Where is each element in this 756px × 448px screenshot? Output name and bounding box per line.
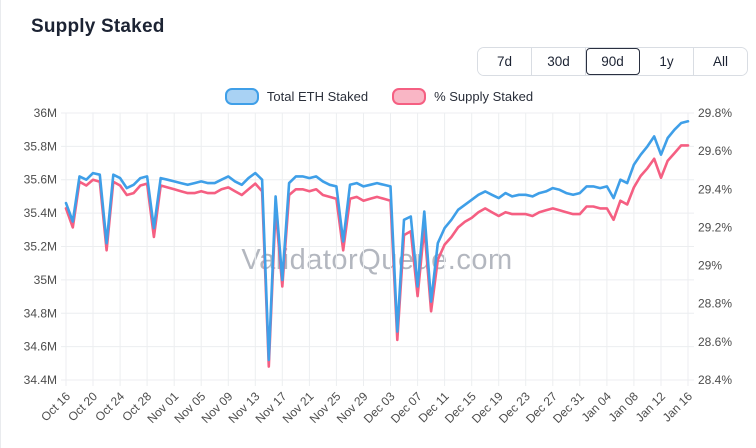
svg-text:28.6%: 28.6% bbox=[698, 335, 732, 349]
svg-text:29%: 29% bbox=[698, 259, 722, 273]
legend-label: % Supply Staked bbox=[434, 89, 534, 104]
svg-text:29.4%: 29.4% bbox=[698, 182, 732, 196]
svg-text:35.2M: 35.2M bbox=[24, 240, 57, 254]
page-title: Supply Staked bbox=[31, 16, 165, 37]
svg-text:36M: 36M bbox=[34, 106, 57, 120]
pink-line-swatch-icon bbox=[392, 88, 427, 105]
svg-text:29.8%: 29.8% bbox=[698, 106, 732, 120]
watermark: ValidatorQueue.com bbox=[241, 244, 513, 276]
svg-text:Oct 20: Oct 20 bbox=[65, 389, 100, 424]
time-range-selector: 7d 30d 90d 1y All bbox=[477, 47, 748, 76]
svg-text:29.6%: 29.6% bbox=[698, 144, 732, 158]
svg-text:28.4%: 28.4% bbox=[698, 373, 732, 387]
svg-text:34.8M: 34.8M bbox=[24, 306, 57, 320]
range-button-30d[interactable]: 30d bbox=[532, 48, 586, 75]
svg-text:35.8M: 35.8M bbox=[24, 139, 57, 153]
svg-text:Jan 16: Jan 16 bbox=[660, 389, 696, 425]
svg-text:Dec 31: Dec 31 bbox=[550, 389, 587, 426]
svg-text:Jan 08: Jan 08 bbox=[606, 389, 642, 425]
chart-legend: Total ETH Staked % Supply Staked bbox=[1, 88, 756, 105]
svg-text:Oct 16: Oct 16 bbox=[38, 389, 73, 424]
svg-text:34.6M: 34.6M bbox=[24, 340, 57, 354]
svg-text:Oct 24: Oct 24 bbox=[92, 389, 127, 424]
legend-label: Total ETH Staked bbox=[266, 89, 369, 104]
blue-line-swatch-icon bbox=[224, 88, 259, 105]
svg-text:34.4M: 34.4M bbox=[24, 373, 57, 387]
svg-text:35M: 35M bbox=[34, 273, 57, 287]
svg-text:35.4M: 35.4M bbox=[24, 206, 57, 220]
svg-text:28.8%: 28.8% bbox=[698, 297, 732, 311]
range-button-7d[interactable]: 7d bbox=[478, 48, 532, 75]
range-button-1y[interactable]: 1y bbox=[640, 48, 694, 75]
svg-text:29.2%: 29.2% bbox=[698, 220, 732, 234]
range-button-all[interactable]: All bbox=[694, 48, 747, 75]
legend-item-total-eth-staked[interactable]: Total ETH Staked bbox=[224, 88, 369, 105]
legend-item-percent-supply-staked[interactable]: % Supply Staked bbox=[392, 88, 533, 105]
svg-text:35.6M: 35.6M bbox=[24, 173, 57, 187]
range-button-90d[interactable]: 90d bbox=[586, 48, 640, 75]
